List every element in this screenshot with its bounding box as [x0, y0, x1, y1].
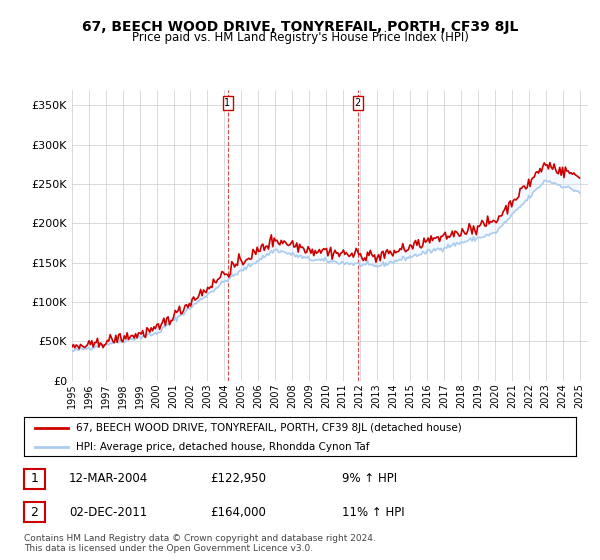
Text: 02-DEC-2011: 02-DEC-2011	[69, 506, 147, 519]
Text: Contains HM Land Registry data © Crown copyright and database right 2024.
This d: Contains HM Land Registry data © Crown c…	[24, 534, 376, 553]
Text: 2: 2	[31, 506, 38, 519]
Text: 67, BEECH WOOD DRIVE, TONYREFAIL, PORTH, CF39 8JL (detached house): 67, BEECH WOOD DRIVE, TONYREFAIL, PORTH,…	[76, 423, 462, 433]
Text: Price paid vs. HM Land Registry's House Price Index (HPI): Price paid vs. HM Land Registry's House …	[131, 31, 469, 44]
Text: £164,000: £164,000	[210, 506, 266, 519]
Text: 2: 2	[355, 99, 361, 108]
Text: 11% ↑ HPI: 11% ↑ HPI	[342, 506, 404, 519]
Text: 1: 1	[224, 99, 230, 108]
Text: 12-MAR-2004: 12-MAR-2004	[69, 472, 148, 486]
Text: 9% ↑ HPI: 9% ↑ HPI	[342, 472, 397, 486]
Text: 67, BEECH WOOD DRIVE, TONYREFAIL, PORTH, CF39 8JL: 67, BEECH WOOD DRIVE, TONYREFAIL, PORTH,…	[82, 20, 518, 34]
Text: HPI: Average price, detached house, Rhondda Cynon Taf: HPI: Average price, detached house, Rhon…	[76, 442, 370, 451]
Text: 1: 1	[31, 472, 38, 486]
Text: £122,950: £122,950	[210, 472, 266, 486]
